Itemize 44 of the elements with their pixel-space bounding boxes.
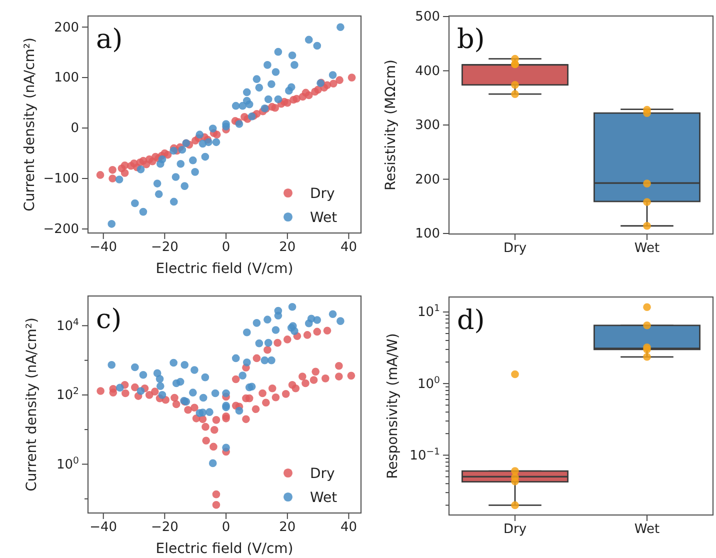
x-tick-label: 0: [222, 240, 230, 256]
y-tick-label: 10$^{0}$: [418, 374, 440, 392]
chart-title: a): [96, 24, 123, 55]
y-tick-label: 200: [54, 20, 79, 36]
y-tick-label: 10$^{2}$: [56, 386, 80, 404]
legend-label: Dry: [310, 186, 335, 202]
x-tick-label: −40: [90, 520, 118, 536]
y-tick-label: −100: [43, 172, 79, 187]
y-axis-title: Responsivity (mA/W): [385, 333, 401, 479]
x-tick-label: 20: [279, 520, 296, 536]
x-axis-title: Electric field (V/cm): [156, 261, 294, 277]
y-tick-label: 200: [415, 172, 440, 188]
y-tick-label: 0: [70, 121, 79, 136]
chart-title: d): [457, 305, 485, 336]
chart-title: b): [457, 24, 485, 55]
x-tick-label: −40: [90, 240, 118, 256]
y-axis-title: Resistivity (MΩcm): [383, 59, 399, 191]
legend-label: Wet: [310, 490, 338, 506]
legend-label: Wet: [310, 210, 338, 226]
y-tick-label: 100: [415, 226, 440, 242]
y-tick-label: −200: [43, 222, 79, 238]
x-tick-label: −20: [150, 520, 178, 536]
x-tick-label: 20: [279, 240, 296, 256]
x-axis-title: Electric field (V/cm): [156, 541, 294, 557]
y-tick-label: 300: [415, 118, 440, 134]
x-tick-label: Wet: [634, 522, 660, 538]
x-tick-label: 40: [340, 240, 358, 256]
x-tick-label: −20: [150, 240, 178, 256]
y-axis-title: Current density (nA/cm²): [24, 318, 40, 492]
x-tick-label: Wet: [634, 241, 660, 256]
y-axis-title: Current density (nA/cm²): [22, 38, 38, 212]
legend-label: Dry: [310, 466, 335, 482]
x-tick-label: Dry: [503, 522, 527, 538]
y-tick-label: 10$^{0}$: [56, 454, 80, 472]
y-tick-label: 500: [415, 10, 440, 25]
chart-title: c): [96, 304, 122, 335]
y-tick-label: 400: [415, 64, 440, 79]
y-tick-label: 10$^{1}$: [418, 302, 440, 320]
x-tick-label: 0: [222, 520, 230, 536]
y-tick-label: 100: [54, 70, 79, 86]
y-tick-label: 10$^{4}$: [56, 316, 80, 334]
y-tick-label: 10$^{−1}$: [410, 446, 440, 464]
x-tick-label: 40: [340, 520, 358, 536]
x-tick-label: Dry: [503, 241, 527, 256]
